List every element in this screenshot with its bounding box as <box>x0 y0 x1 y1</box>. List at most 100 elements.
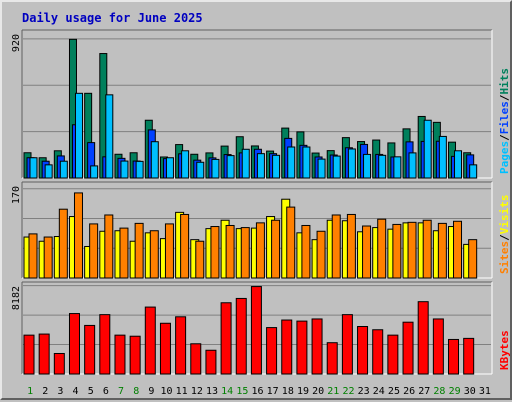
bar-pages-day-14 <box>226 155 235 179</box>
bar-pages-day-9 <box>150 141 159 179</box>
bar-kbytes-day-11 <box>175 316 187 375</box>
x-tick-label-22: 22 <box>342 386 354 397</box>
x-tick-label-2: 2 <box>42 386 48 397</box>
x-tick-label-28: 28 <box>433 386 445 397</box>
bar-sites-day-14 <box>225 224 235 279</box>
bar-pages-day-29 <box>454 150 463 179</box>
bar-sites-day-19 <box>301 224 311 279</box>
bar-kbytes-day-2 <box>38 333 50 375</box>
bar-pages-day-8 <box>135 160 144 179</box>
bar-pages-day-7 <box>120 160 129 179</box>
bar-pages-day-2 <box>44 164 53 179</box>
bar-sites-day-23 <box>362 225 372 279</box>
bar-pages-day-13 <box>211 158 220 179</box>
bar-sites-day-8 <box>134 222 144 279</box>
x-tick-label-11: 11 <box>176 386 188 397</box>
bar-pages-day-17 <box>272 154 281 179</box>
bar-sites-day-6 <box>104 214 114 279</box>
x-tick-label-6: 6 <box>103 386 109 397</box>
x-tick-label-10: 10 <box>161 386 173 397</box>
series-visits <box>23 198 473 279</box>
bar-pages-day-28 <box>438 135 447 179</box>
bar-kbytes-day-10 <box>159 322 171 375</box>
panel-kbytes: 8182 KBytes <box>11 281 511 375</box>
bar-kbytes-day-3 <box>53 352 65 375</box>
y-max-label: 920 <box>11 34 22 52</box>
bar-pages-day-12 <box>196 161 205 179</box>
bar-kbytes-day-19 <box>296 320 308 375</box>
bar-kbytes-day-16 <box>250 286 262 375</box>
legend-item-visits: Visits <box>498 195 511 235</box>
legend-visits-sites: Sites/Visits <box>498 195 511 275</box>
bar-kbytes-day-20 <box>311 318 323 375</box>
legend-separator: / <box>498 134 511 141</box>
bar-sites-day-20 <box>316 230 326 279</box>
bar-pages-day-4 <box>74 92 83 179</box>
x-tick-label-3: 3 <box>57 386 63 397</box>
bar-kbytes-day-24 <box>372 329 384 375</box>
bar-sites-day-4 <box>73 192 83 279</box>
bar-kbytes-day-26 <box>402 321 414 375</box>
x-tick-label-25: 25 <box>388 386 400 397</box>
bar-sites-day-17 <box>271 219 281 279</box>
x-tick-label-19: 19 <box>297 386 309 397</box>
bar-sites-day-9 <box>149 230 159 279</box>
legend-item-files: Files <box>498 101 511 134</box>
bar-sites-day-25 <box>392 223 402 279</box>
bar-sites-day-11 <box>180 213 190 279</box>
series-pages <box>29 92 478 179</box>
bar-sites-day-26 <box>407 221 417 279</box>
bar-sites-day-27 <box>422 219 432 279</box>
bar-kbytes-day-23 <box>357 326 369 375</box>
bar-kbytes-day-14 <box>220 302 232 375</box>
bar-sites-day-10 <box>164 223 174 279</box>
bar-sites-day-16 <box>255 222 265 279</box>
bar-kbytes-day-9 <box>144 306 156 375</box>
legend-hits-files-pages: Pages/Files/Hits <box>498 68 511 174</box>
legend-separator: / <box>498 234 511 241</box>
x-tick-label-26: 26 <box>403 386 415 397</box>
x-tick-label-17: 17 <box>267 386 279 397</box>
bar-kbytes-day-17 <box>266 327 278 375</box>
x-tick-label-23: 23 <box>358 386 370 397</box>
bar-sites-day-2 <box>43 236 53 279</box>
bar-pages-day-30 <box>469 164 478 179</box>
legend-item-kbytes: KBytes <box>498 330 511 370</box>
bar-kbytes-day-7 <box>114 334 126 375</box>
bar-sites-day-7 <box>119 227 129 279</box>
bar-kbytes-day-13 <box>205 349 217 375</box>
bar-sites-day-3 <box>58 208 68 279</box>
bar-pages-day-27 <box>423 119 432 179</box>
x-tick-label-1: 1 <box>27 386 33 397</box>
panel-hits-files-pages: 920 Pages/Files/Hits <box>11 29 511 179</box>
bar-sites-day-12 <box>195 240 205 279</box>
bar-kbytes-day-12 <box>190 343 202 375</box>
legend-separator: / <box>498 94 511 101</box>
bar-pages-day-16 <box>256 153 265 179</box>
x-tick-label-16: 16 <box>251 386 263 397</box>
x-tick-label-18: 18 <box>282 386 294 397</box>
x-tick-label-8: 8 <box>133 386 139 397</box>
x-tick-label-21: 21 <box>327 386 339 397</box>
x-axis-ticks: 1 2 3 4 5 6 7 8 9 10 11 12 13 14 15 16 17 18 19 20 21 22 23 24 2… <box>27 386 491 397</box>
bar-pages-day-23 <box>363 153 372 179</box>
bar-kbytes-day-6 <box>99 314 111 375</box>
bar-kbytes-day-18 <box>281 319 293 375</box>
y-max-label: 170 <box>11 186 22 204</box>
x-tick-label-15: 15 <box>236 386 248 397</box>
legend-kbytes: KBytes <box>498 330 511 370</box>
bar-pages-day-26 <box>408 152 417 179</box>
bar-pages-day-10 <box>165 157 174 179</box>
bar-pages-day-11 <box>181 150 190 179</box>
x-tick-label-14: 14 <box>221 386 233 397</box>
legend-item-sites: Sites <box>498 241 511 274</box>
bar-kbytes-day-4 <box>68 313 80 375</box>
bar-sites-day-1 <box>28 233 38 279</box>
bar-kbytes-day-28 <box>432 318 444 375</box>
series-sites <box>28 192 478 279</box>
bar-kbytes-day-5 <box>84 324 96 375</box>
x-tick-label-12: 12 <box>191 386 203 397</box>
bar-kbytes-day-30 <box>463 337 475 375</box>
